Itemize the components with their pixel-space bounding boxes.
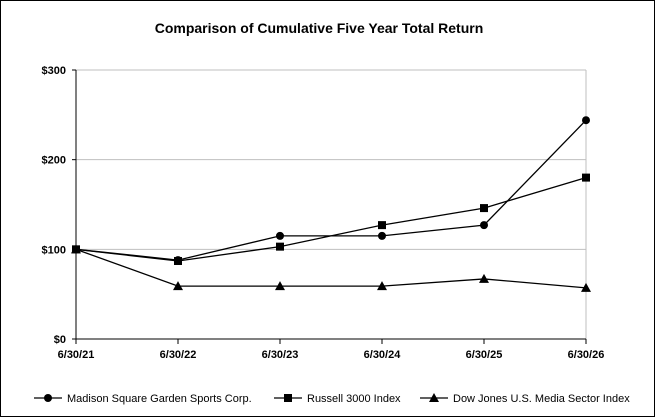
- axes: [72, 69, 587, 344]
- series-line: [75, 176, 587, 262]
- chart-title: Comparison of Cumulative Five Year Total…: [155, 20, 484, 36]
- y-tick-label: $100: [42, 244, 66, 256]
- series-triangle: [71, 244, 591, 292]
- legend: Madison Square Garden Sports Corp. Russel…: [34, 393, 630, 405]
- y-tick-label: $300: [42, 65, 66, 77]
- tick-labels: $0 $100 $200 $300 6/30/21 6/30/22 6/30/23 6/30/…: [42, 65, 605, 361]
- x-tick-label: 6/30/22: [160, 349, 197, 361]
- x-tick-label: 6/30/21: [58, 349, 95, 361]
- data-point-square: [582, 173, 590, 182]
- legend-label: Russell 3000 Index: [307, 393, 401, 405]
- data-point-square: [480, 204, 488, 213]
- x-tick-label: 6/30/26: [568, 349, 605, 361]
- data-point-square: [378, 221, 386, 230]
- data-point-triangle: [173, 281, 183, 291]
- data-point-triangle: [581, 282, 591, 292]
- legend-item: Dow Jones U.S. Media Sector Index: [420, 393, 630, 405]
- data-point-square: [174, 256, 182, 265]
- series-circle: [72, 116, 590, 265]
- data-point-triangle: [377, 281, 387, 291]
- series-line: [75, 119, 587, 261]
- x-tick-label: 6/30/23: [262, 349, 299, 361]
- data-point-circle: [378, 231, 386, 240]
- legend-marker-square: [284, 394, 292, 402]
- series-line: [75, 248, 587, 289]
- grid-lines: [76, 69, 587, 339]
- series-square: [72, 173, 590, 265]
- x-tick-label: 6/30/24: [364, 349, 402, 361]
- data-point-square: [276, 242, 284, 251]
- legend-item: Russell 3000 Index: [274, 393, 401, 405]
- data-point-triangle: [479, 273, 489, 283]
- data-point-circle: [480, 221, 488, 230]
- y-tick-label: $0: [54, 334, 66, 346]
- legend-marker-triangle: [429, 393, 439, 402]
- legend-label: Madison Square Garden Sports Corp.: [67, 393, 252, 405]
- legend-label: Dow Jones U.S. Media Sector Index: [453, 393, 630, 405]
- data-point-triangle: [275, 281, 285, 291]
- series-group: [71, 116, 591, 292]
- x-tick-label: 6/30/25: [466, 349, 503, 361]
- data-point-circle: [276, 231, 284, 240]
- y-tick-label: $200: [42, 155, 66, 167]
- data-point-circle: [582, 116, 590, 125]
- legend-marker-circle: [44, 394, 52, 402]
- legend-item: Madison Square Garden Sports Corp.: [34, 393, 252, 405]
- data-point-triangle: [71, 244, 81, 254]
